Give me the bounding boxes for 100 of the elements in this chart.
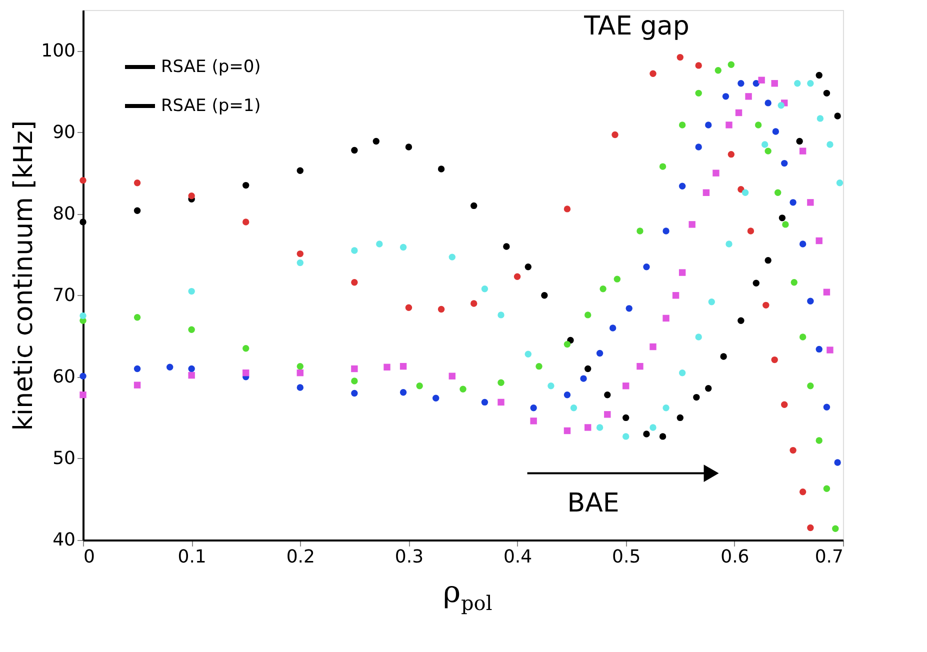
point <box>584 365 592 372</box>
point <box>738 80 744 87</box>
point <box>722 93 730 100</box>
point <box>296 250 304 258</box>
point <box>676 414 684 422</box>
point <box>781 160 788 167</box>
point <box>636 362 644 370</box>
point <box>188 192 195 200</box>
point <box>643 264 650 270</box>
point <box>166 364 174 370</box>
point <box>747 228 754 234</box>
point <box>548 382 554 390</box>
point <box>728 150 735 158</box>
point <box>807 524 814 532</box>
point <box>799 334 806 340</box>
y-axis-title: kinetic continuum [kHz] <box>9 120 40 431</box>
point <box>524 350 532 358</box>
point <box>188 288 195 295</box>
point <box>432 394 440 402</box>
point <box>584 312 592 318</box>
point <box>816 237 822 244</box>
point <box>826 346 834 354</box>
point <box>626 305 632 312</box>
point <box>498 312 504 318</box>
point <box>678 122 686 128</box>
point <box>816 437 822 444</box>
point <box>438 306 445 313</box>
point <box>714 66 722 74</box>
point <box>614 276 621 282</box>
point <box>799 240 806 248</box>
point <box>80 177 86 184</box>
point <box>541 292 548 299</box>
point <box>612 131 618 138</box>
point <box>609 324 616 332</box>
point <box>188 365 195 372</box>
point <box>405 304 412 311</box>
point <box>705 384 712 392</box>
point <box>807 80 814 87</box>
point <box>188 372 195 379</box>
point <box>242 345 250 352</box>
legend-label: RSAE (p=0) <box>161 57 261 77</box>
point <box>772 128 780 135</box>
point <box>754 122 762 128</box>
point <box>823 404 830 410</box>
point <box>438 166 445 172</box>
point <box>678 182 686 190</box>
point <box>771 356 778 364</box>
x-tick-label: 0.6 <box>720 546 750 568</box>
point <box>695 90 702 97</box>
x-tick-label: 0.2 <box>286 546 315 568</box>
point <box>134 207 141 214</box>
point <box>188 326 195 333</box>
point <box>662 228 670 234</box>
point <box>536 362 542 370</box>
point <box>720 353 727 360</box>
point <box>498 379 504 386</box>
point <box>735 109 742 116</box>
point <box>695 334 702 340</box>
point <box>678 370 686 376</box>
point <box>823 90 830 97</box>
point <box>570 404 578 412</box>
point <box>695 62 702 69</box>
point <box>712 170 720 176</box>
point <box>823 485 830 492</box>
point <box>400 362 407 370</box>
point <box>448 254 456 260</box>
point <box>372 138 380 145</box>
point <box>761 141 768 148</box>
y-tick-label: 70 <box>52 284 76 306</box>
point <box>376 240 383 248</box>
point <box>781 401 788 408</box>
point <box>400 244 407 251</box>
point <box>726 240 732 248</box>
point <box>296 259 304 266</box>
point <box>596 350 604 357</box>
point <box>778 214 786 222</box>
point <box>752 280 760 286</box>
point <box>695 144 702 150</box>
point <box>351 390 358 397</box>
point <box>242 369 250 376</box>
point <box>405 144 412 150</box>
point <box>384 364 390 370</box>
point <box>296 369 304 376</box>
point <box>650 343 656 350</box>
point <box>643 430 650 438</box>
point <box>514 273 521 280</box>
point <box>705 122 712 128</box>
point <box>481 286 488 292</box>
x-tick-label: 0.5 <box>612 546 641 568</box>
point <box>80 392 86 398</box>
point <box>134 180 141 186</box>
x-tick-label: 0.4 <box>503 546 532 568</box>
point <box>460 386 466 392</box>
point <box>728 61 735 68</box>
point <box>676 54 684 61</box>
point <box>622 433 630 440</box>
point <box>796 138 803 145</box>
point <box>296 384 304 391</box>
point <box>242 218 250 226</box>
point <box>134 314 141 321</box>
